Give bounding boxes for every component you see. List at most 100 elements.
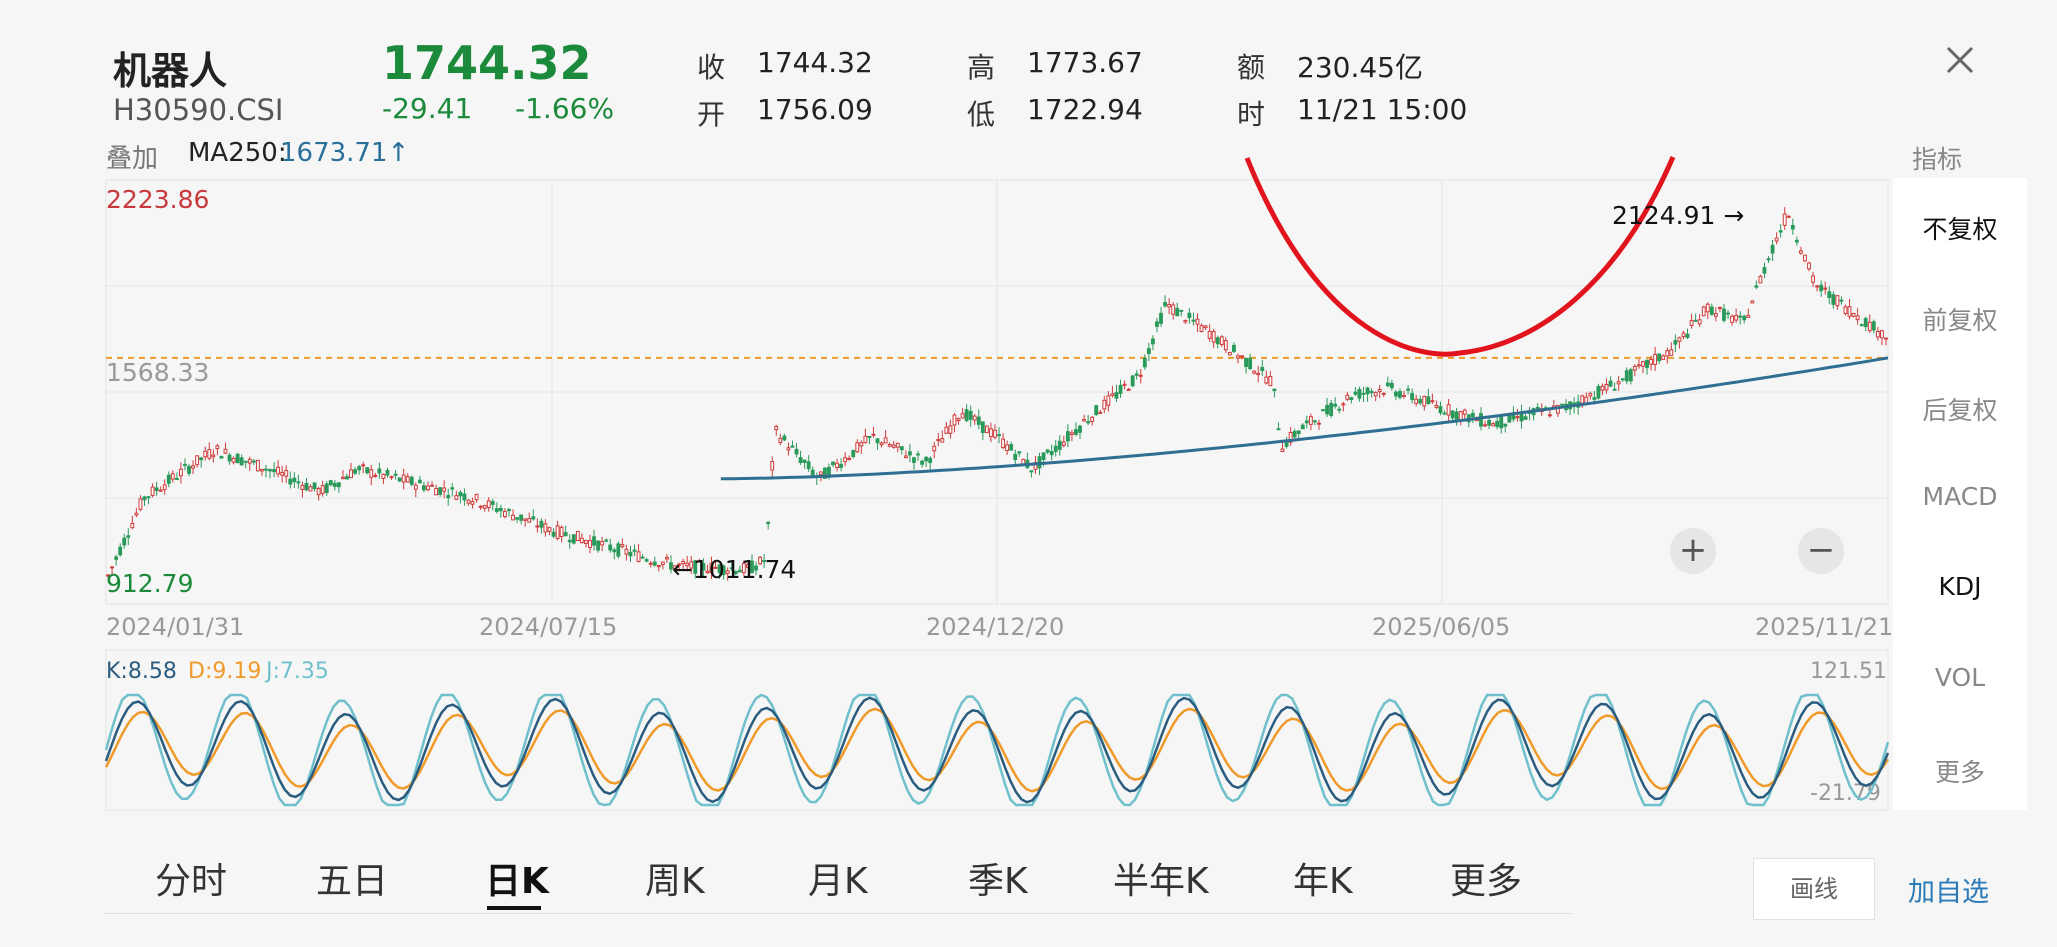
- candle-body: [1718, 307, 1722, 310]
- candle-body: [138, 498, 143, 510]
- macd-option[interactable]: MACD: [1922, 482, 1998, 511]
- candle-body: [539, 520, 544, 528]
- zoom-out-button[interactable]: −: [1798, 528, 1844, 574]
- candle-body: [1402, 394, 1406, 397]
- more-indicators-option[interactable]: 更多: [1934, 758, 1985, 787]
- candle-body: [989, 428, 993, 438]
- candle-body: [932, 445, 937, 452]
- candle-body: [1685, 333, 1690, 339]
- candle-body: [341, 476, 345, 480]
- candle-body: [1681, 332, 1686, 338]
- candle-body: [272, 469, 276, 473]
- backward-adjust-option[interactable]: 后复权: [1922, 396, 1998, 425]
- candle-body: [1094, 405, 1099, 416]
- candle-body: [612, 549, 617, 553]
- close-icon[interactable]: [1940, 40, 1980, 80]
- candles: [106, 207, 1888, 581]
- candle-body: [312, 482, 317, 490]
- candle-body: [1126, 388, 1131, 391]
- candle-body: [997, 434, 1001, 437]
- candle-body: [1321, 409, 1325, 412]
- candle-body: [195, 455, 200, 466]
- candle-body: [1151, 338, 1155, 345]
- candle-body: [1807, 262, 1811, 270]
- candle-body: [1260, 366, 1265, 372]
- candle-body: [1195, 318, 1200, 325]
- no-adjust-option[interactable]: 不复权: [1922, 215, 1998, 244]
- candle-body: [584, 540, 588, 544]
- candle-body: [1244, 357, 1248, 367]
- overlay-button[interactable]: 叠加: [106, 144, 159, 174]
- candle-body: [1276, 428, 1281, 431]
- candle-body: [1697, 319, 1702, 325]
- candle-body: [401, 474, 406, 483]
- kdj-j-line: [104, 693, 1890, 807]
- forward-adjust-option[interactable]: 前复权: [1922, 306, 1998, 335]
- candle-body: [1689, 320, 1694, 326]
- candle-body: [1669, 349, 1674, 356]
- candle-body: [1406, 388, 1410, 391]
- x-tick-1: 2024/07/15: [479, 613, 617, 641]
- candle-body: [1442, 412, 1447, 415]
- candle-body: [993, 429, 997, 438]
- zoom-in-button[interactable]: +: [1670, 528, 1716, 574]
- candle-body: [239, 457, 244, 466]
- kdj-option[interactable]: KDJ: [1938, 572, 1982, 601]
- candle-body: [847, 457, 852, 460]
- candle-body: [660, 561, 665, 565]
- candle-body: [754, 565, 758, 571]
- candle-body: [835, 462, 839, 468]
- candle-body: [1851, 313, 1856, 317]
- candle-body: [179, 468, 183, 477]
- candle-body: [122, 537, 127, 546]
- candle-body: [1410, 392, 1415, 401]
- candle-body: [118, 546, 123, 556]
- candle-body: [689, 561, 694, 569]
- tab-more[interactable]: 更多: [1450, 861, 1523, 902]
- vol-option[interactable]: VOL: [1934, 663, 1986, 692]
- draw-line-button[interactable]: 画线: [1753, 858, 1875, 920]
- candle-body: [648, 562, 653, 565]
- tab-yearly-k[interactable]: 年K: [1293, 861, 1353, 902]
- x-tick-2: 2024/12/20: [926, 613, 1064, 641]
- candle-body: [1693, 319, 1698, 322]
- candle-body: [166, 474, 171, 484]
- candle-body: [154, 487, 159, 492]
- candle-body: [1450, 410, 1455, 419]
- candle-body: [1005, 444, 1010, 452]
- candle-body: [1159, 312, 1163, 324]
- candle-body: [1624, 370, 1629, 382]
- candle-body: [818, 471, 823, 475]
- tab-halfyear-k[interactable]: 半年K: [1113, 861, 1209, 902]
- tab-intraday[interactable]: 分时: [155, 861, 228, 902]
- open-label: 开: [697, 98, 726, 131]
- candle-body: [413, 484, 418, 490]
- candle-body: [442, 487, 447, 492]
- tab-monthly-k[interactable]: 月K: [808, 861, 868, 902]
- candle-body: [519, 514, 524, 521]
- candle-body: [276, 466, 281, 475]
- candle-body: [498, 507, 503, 512]
- candle-body: [701, 563, 706, 571]
- candle-body: [1353, 391, 1358, 395]
- candle-body: [839, 463, 843, 468]
- candle-body: [130, 522, 135, 529]
- candle-body: [1061, 441, 1066, 446]
- candle-body: [207, 449, 212, 459]
- candle-body: [871, 433, 876, 436]
- candle-body: [328, 480, 333, 486]
- add-watchlist-button[interactable]: 加自选: [1908, 877, 1989, 908]
- tab-daily-k[interactable]: 日K: [485, 861, 549, 902]
- candle-body: [782, 435, 787, 441]
- candle-body: [855, 442, 860, 453]
- candle-body: [616, 543, 621, 557]
- tab-five-day[interactable]: 五日: [316, 861, 389, 902]
- candle-body: [191, 465, 195, 469]
- tab-quarterly-k[interactable]: 季K: [968, 861, 1028, 902]
- candle-body: [903, 455, 908, 459]
- candle-body: [454, 495, 459, 500]
- tab-weekly-k[interactable]: 周K: [645, 861, 705, 902]
- candle-body: [349, 469, 353, 479]
- candle-body: [567, 539, 572, 543]
